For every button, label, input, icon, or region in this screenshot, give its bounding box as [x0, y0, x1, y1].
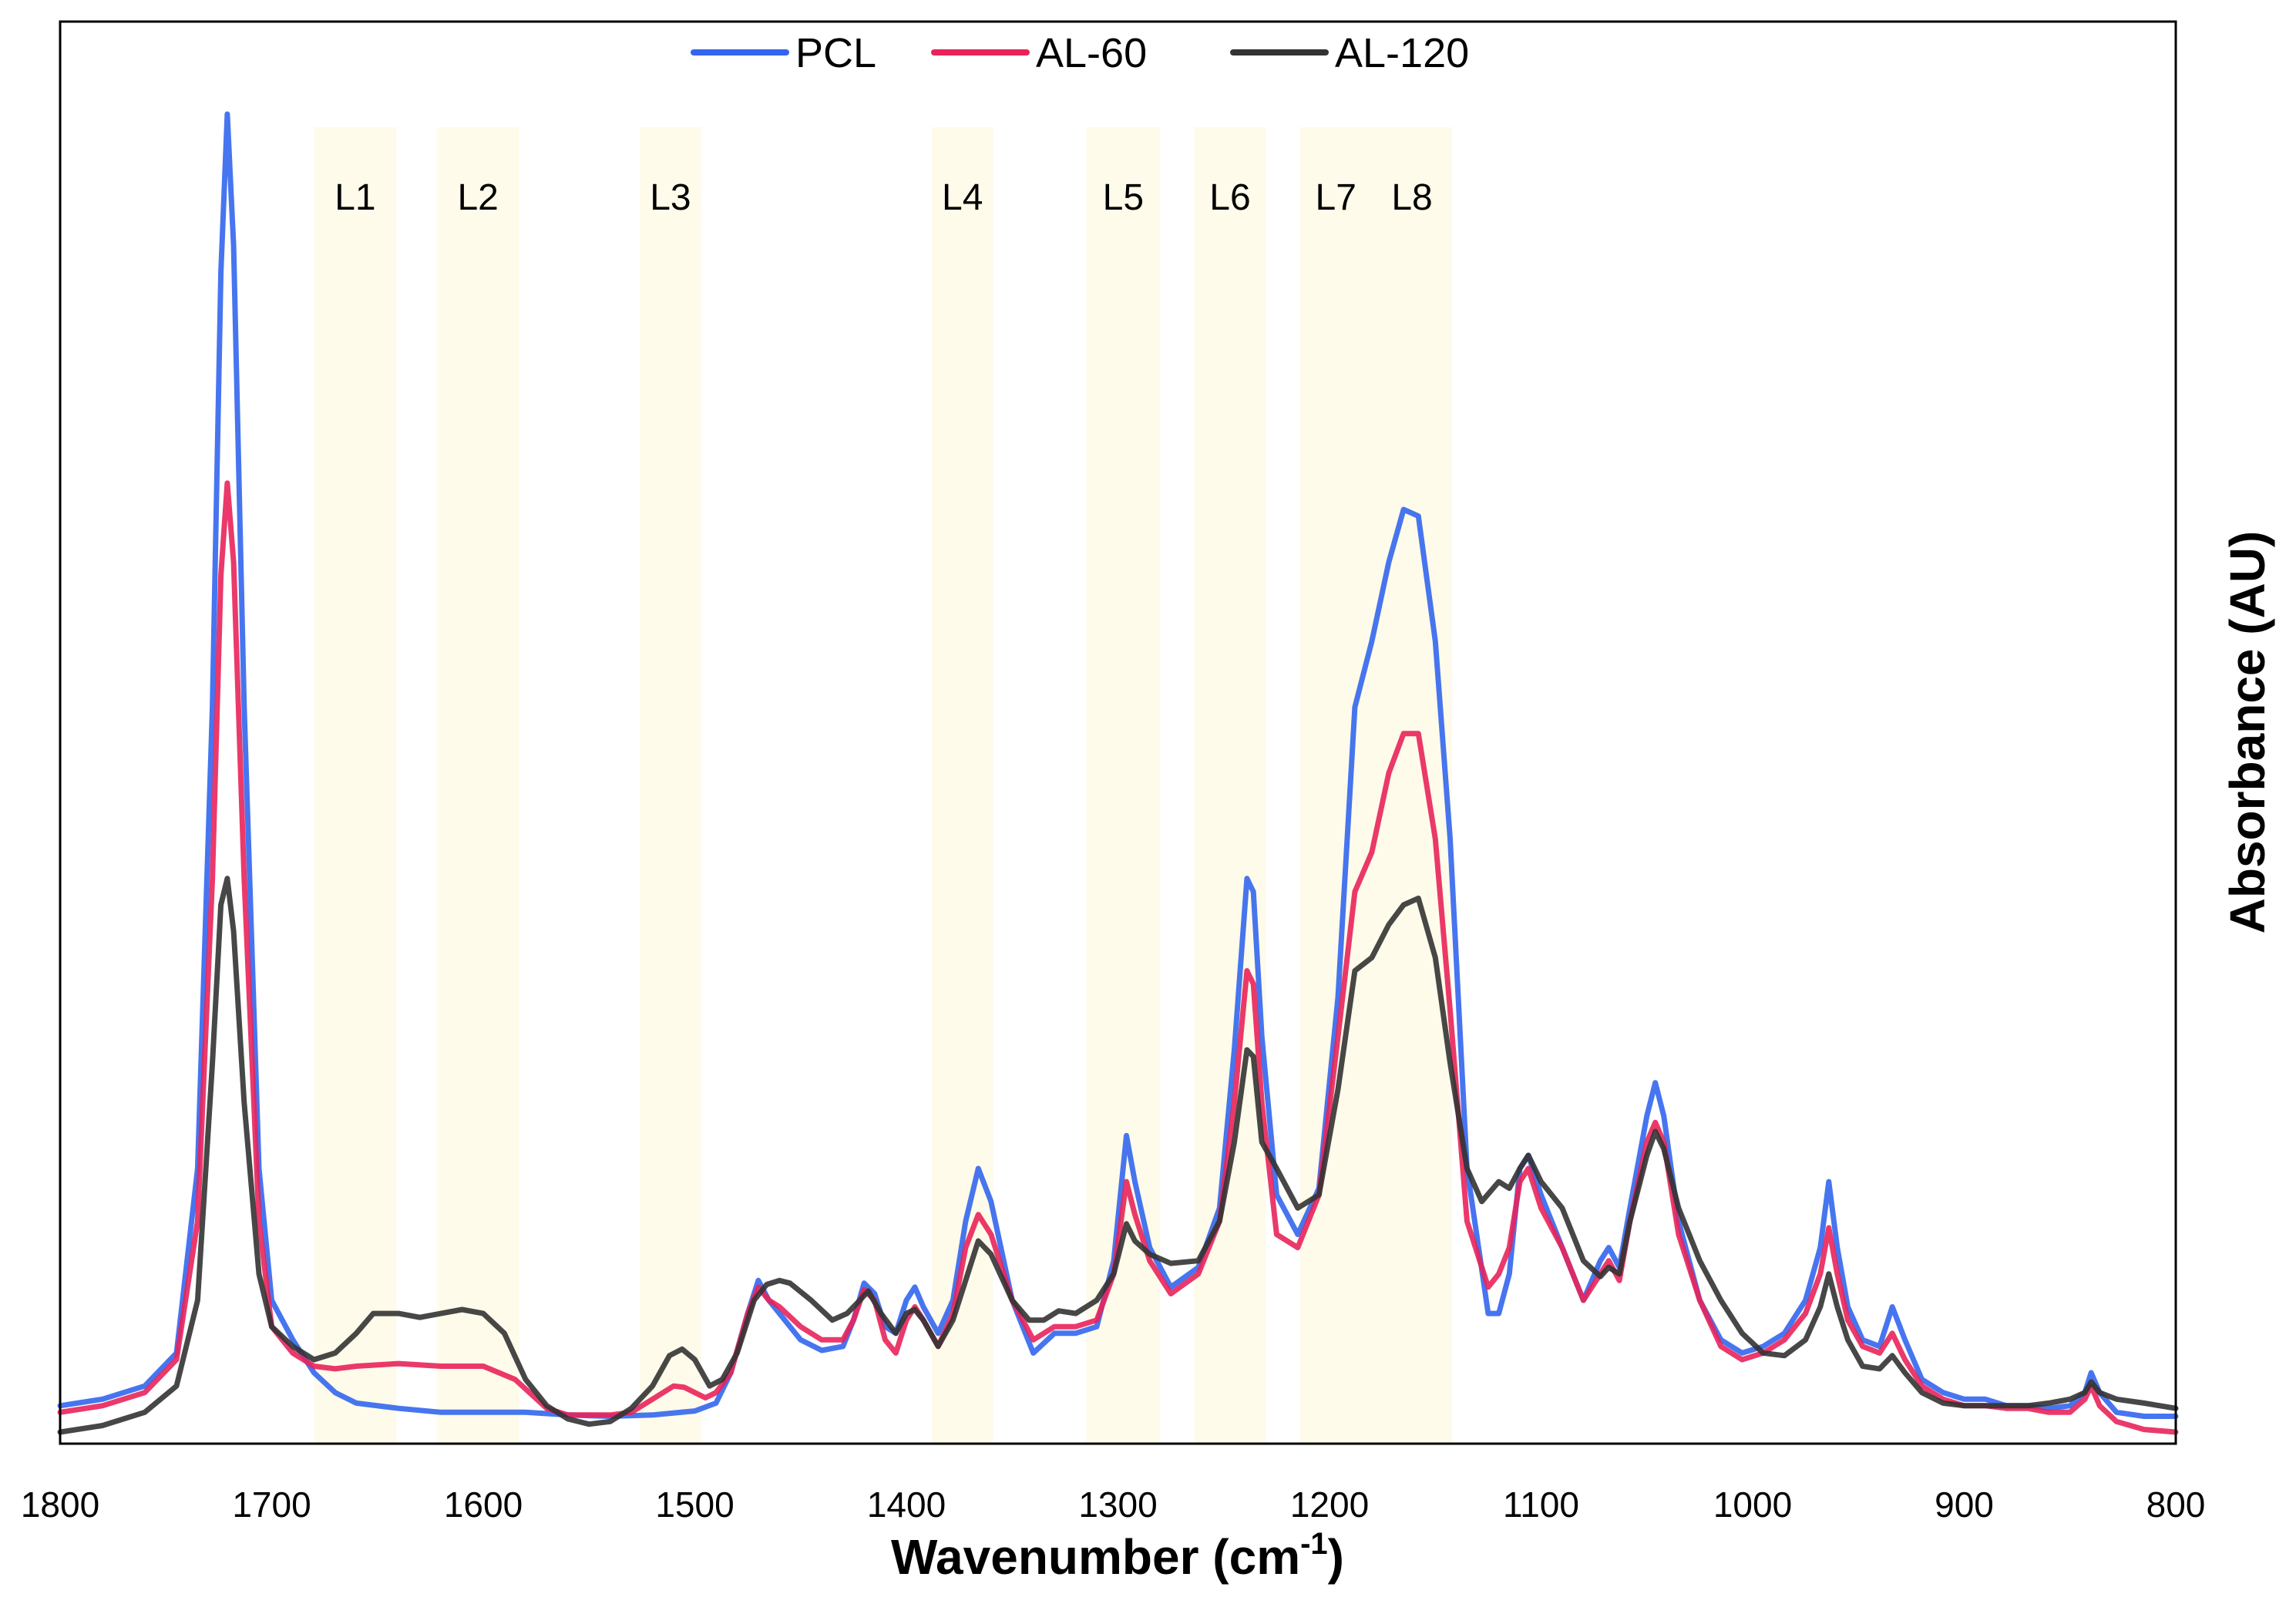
x-tick-label-1500: 1500 — [655, 1485, 734, 1525]
band-label-l8: L8 — [1391, 177, 1432, 218]
legend-label-al-60: AL-60 — [1036, 30, 1147, 76]
x-tick-label-1300: 1300 — [1078, 1485, 1157, 1525]
x-tick-label-1000: 1000 — [1713, 1485, 1792, 1525]
band-l3 — [640, 127, 701, 1444]
x-tick-label-1600: 1600 — [444, 1485, 523, 1525]
y-axis-title: Absorbance (AU) — [2220, 531, 2275, 934]
x-axis-ticks: 1800 1700 1600 1500 1400 1300 1200 1100 1000 900 8… — [21, 1485, 2206, 1525]
series-line-al-120 — [57, 876, 2179, 1435]
band-label-l7: L7 — [1316, 177, 1356, 218]
x-tick-label-1200: 1200 — [1290, 1485, 1369, 1525]
x-axis-title: Wavenumber (cm-1) — [891, 1527, 1344, 1585]
plot-frame — [59, 20, 2177, 1445]
band-l6 — [1194, 127, 1266, 1444]
band-label-l4: L4 — [942, 177, 983, 218]
x-tick-label-1700: 1700 — [232, 1485, 311, 1525]
band-label-l3: L3 — [650, 177, 691, 218]
band-l7 — [1299, 127, 1372, 1444]
band-l2 — [436, 127, 519, 1444]
legend-label-al-120: AL-120 — [1335, 30, 1469, 76]
band-label-l6: L6 — [1209, 177, 1250, 218]
x-tick-label-800: 800 — [2146, 1485, 2206, 1525]
x-tick-label-1400: 1400 — [867, 1485, 946, 1525]
band-l1 — [314, 127, 397, 1444]
x-tick-label-1100: 1100 — [1503, 1485, 1579, 1525]
series-layer — [57, 111, 2179, 1435]
x-tick-label-1800: 1800 — [21, 1485, 99, 1525]
legend: PCL AL-60 AL-120 — [691, 30, 1469, 76]
x-tick-label-900: 900 — [1935, 1485, 1994, 1525]
band-label-l2: L2 — [457, 177, 498, 218]
band-label-l5: L5 — [1103, 177, 1144, 218]
series-line-pcl — [57, 111, 2179, 1419]
band-label-l1: L1 — [334, 177, 375, 218]
legend-label-pcl: PCL — [795, 30, 876, 76]
